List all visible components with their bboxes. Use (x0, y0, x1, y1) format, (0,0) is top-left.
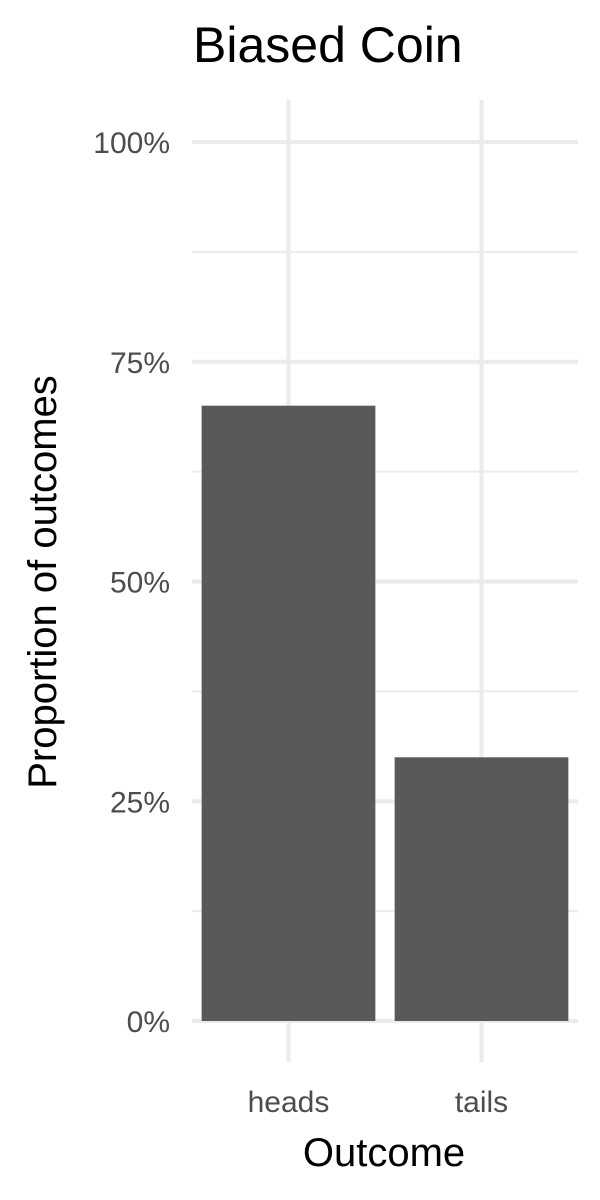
y-axis-label: Proportion of outcomes (21, 375, 65, 789)
y-tick-label: 75% (110, 347, 170, 380)
y-tick-label: 50% (110, 567, 170, 600)
x-axis-ticks: heads tails (248, 1086, 509, 1119)
y-tick-label: 25% (110, 786, 170, 819)
x-axis-label: Outcome (303, 1131, 465, 1175)
x-tick-label: heads (248, 1086, 330, 1119)
bar-tails (394, 757, 569, 1021)
y-tick-label: 0% (127, 1006, 170, 1039)
x-tick-label: tails (455, 1086, 508, 1119)
chart-title: Biased Coin (193, 17, 463, 73)
y-tick-label: 100% (93, 127, 170, 160)
bars (201, 405, 569, 1021)
y-axis-ticks: 0% 25% 50% 75% 100% (93, 127, 170, 1039)
bar-heads (201, 405, 376, 1021)
